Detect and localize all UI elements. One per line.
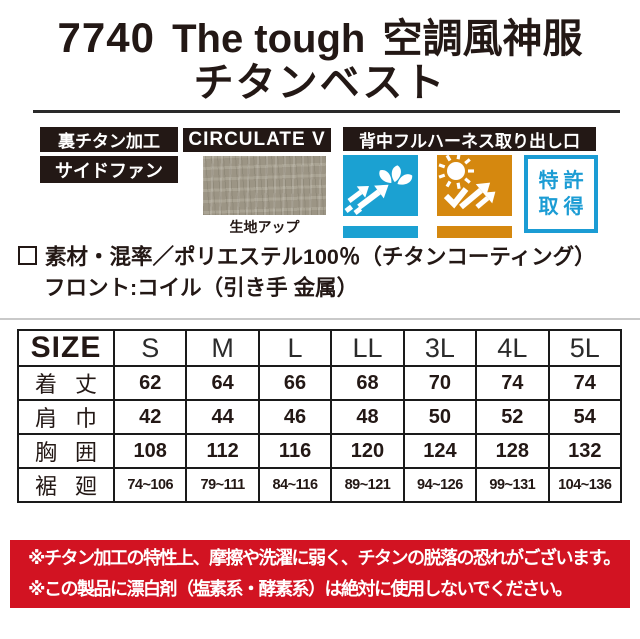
material-composition: 素材・混率／ポリエステル100％（チタンコーティング）: [45, 245, 596, 269]
material-line2: フロント:コイル（引き手 金属）: [44, 276, 359, 300]
cell-value: 74: [547, 365, 623, 401]
col-header-4l: 4L: [475, 329, 550, 367]
size-spec-table: SIZE S M L LL 3L 4L 5L 着 丈 62 64 66 68 7…: [17, 329, 623, 503]
heat-protection-icon: [437, 152, 512, 238]
table-row-hem: 裾 廻 74~106 79~111 84~116 89~121 94~126 9…: [17, 467, 623, 503]
table-row-body-length: 着 丈 62 64 66 68 70 74 74: [17, 365, 623, 401]
cell-value: 62: [112, 365, 188, 401]
row-label-hem: 裾 廻: [35, 474, 97, 499]
col-header-ll: LL: [330, 329, 405, 367]
cell-value: 104~136: [547, 467, 623, 503]
table-row-chest: 胸 囲 108 112 116 120 124 128 132: [17, 433, 623, 469]
cell-value: 74~106: [112, 467, 188, 503]
cell-value: 66: [257, 365, 333, 401]
product-category: 空調風神服: [382, 17, 583, 61]
title-underline: [33, 110, 620, 113]
page-title: 7740 The tough 空調風神服: [0, 6, 640, 64]
square-bullet-icon: [18, 246, 37, 265]
cell-value: 52: [475, 399, 550, 435]
cell-value: 99~131: [475, 467, 550, 503]
cell-value: 64: [185, 365, 260, 401]
cell-value: 70: [402, 365, 478, 401]
section-divider: [0, 318, 640, 320]
material-line1: 素材・混率／ポリエステル100％（チタンコーティング）: [18, 242, 596, 273]
badge-harness-opening: 背中フルハーネス取り出し口: [343, 127, 596, 151]
product-name: チタンベスト: [193, 61, 447, 105]
cell-value: 46: [257, 399, 333, 435]
cell-value: 112: [185, 433, 260, 469]
warning-line1: ※チタン加工の特性上、摩擦や洗濯に弱く、チタンの脱落の恐れがございます。: [28, 548, 621, 568]
col-header-5l: 5L: [547, 329, 623, 367]
warning-line2: ※この製品に漂白剤（塩素系・酵素系）は絶対に使用しないでください。: [28, 579, 573, 599]
table-row-shoulder-width: 肩 巾 42 44 46 48 50 52 54: [17, 399, 623, 435]
cell-value: 132: [547, 433, 623, 469]
col-header-3l: 3L: [402, 329, 478, 367]
row-label-chest: 胸 囲: [35, 440, 97, 465]
cell-value: 54: [547, 399, 623, 435]
product-code: 7740: [57, 14, 155, 61]
size-header-label: SIZE: [17, 329, 115, 367]
cell-value: 50: [402, 399, 478, 435]
col-header-s: S: [112, 329, 188, 367]
cell-value: 124: [402, 433, 478, 469]
cooling-icon-base-bar: [343, 226, 418, 238]
cell-value: 68: [330, 365, 405, 401]
heat-icon-base-bar: [437, 226, 512, 238]
warning-notice-box: ※チタン加工の特性上、摩擦や洗濯に弱く、チタンの脱落の恐れがございます。 ※この…: [10, 540, 630, 608]
cell-value: 84~116: [257, 467, 333, 503]
cell-value: 128: [475, 433, 550, 469]
cell-value: 94~126: [402, 467, 478, 503]
cell-value: 74: [475, 365, 550, 401]
cell-value: 116: [257, 433, 333, 469]
cell-value: 48: [330, 399, 405, 435]
row-label-body-length: 着 丈: [35, 372, 97, 397]
fabric-swatch-image: [203, 156, 326, 215]
badge-titanium-lining: 裏チタン加工: [40, 127, 178, 152]
size-table-header-row: SIZE S M L LL 3L 4L 5L: [17, 329, 623, 367]
cooling-airflow-icon: [343, 155, 418, 238]
col-header-l: L: [257, 329, 333, 367]
sun-with-up-arrows-icon: [437, 152, 512, 216]
badge-circulate-v: CIRCULATE V: [183, 128, 331, 152]
cell-value: 89~121: [330, 467, 405, 503]
patent-acquired-badge: 特許 取得: [524, 155, 598, 233]
airflow-up-arrows-with-sweat-drops-icon: [343, 155, 418, 216]
material-description: 素材・混率／ポリエステル100％（チタンコーティング） フロント:コイル（引き手…: [18, 242, 596, 304]
col-header-m: M: [185, 329, 260, 367]
cell-value: 44: [185, 399, 260, 435]
brand-name: The tough: [172, 17, 366, 61]
badge-side-fan: サイドファン: [40, 156, 178, 183]
patent-badge-line2: 取得: [538, 196, 589, 218]
cell-value: 120: [330, 433, 405, 469]
fabric-caption: 生地アップ: [229, 219, 300, 235]
cell-value: 108: [112, 433, 188, 469]
cell-value: 42: [112, 399, 188, 435]
patent-badge-line1: 特許: [538, 170, 589, 192]
row-label-shoulder-width: 肩 巾: [35, 406, 97, 431]
cell-value: 79~111: [185, 467, 260, 503]
